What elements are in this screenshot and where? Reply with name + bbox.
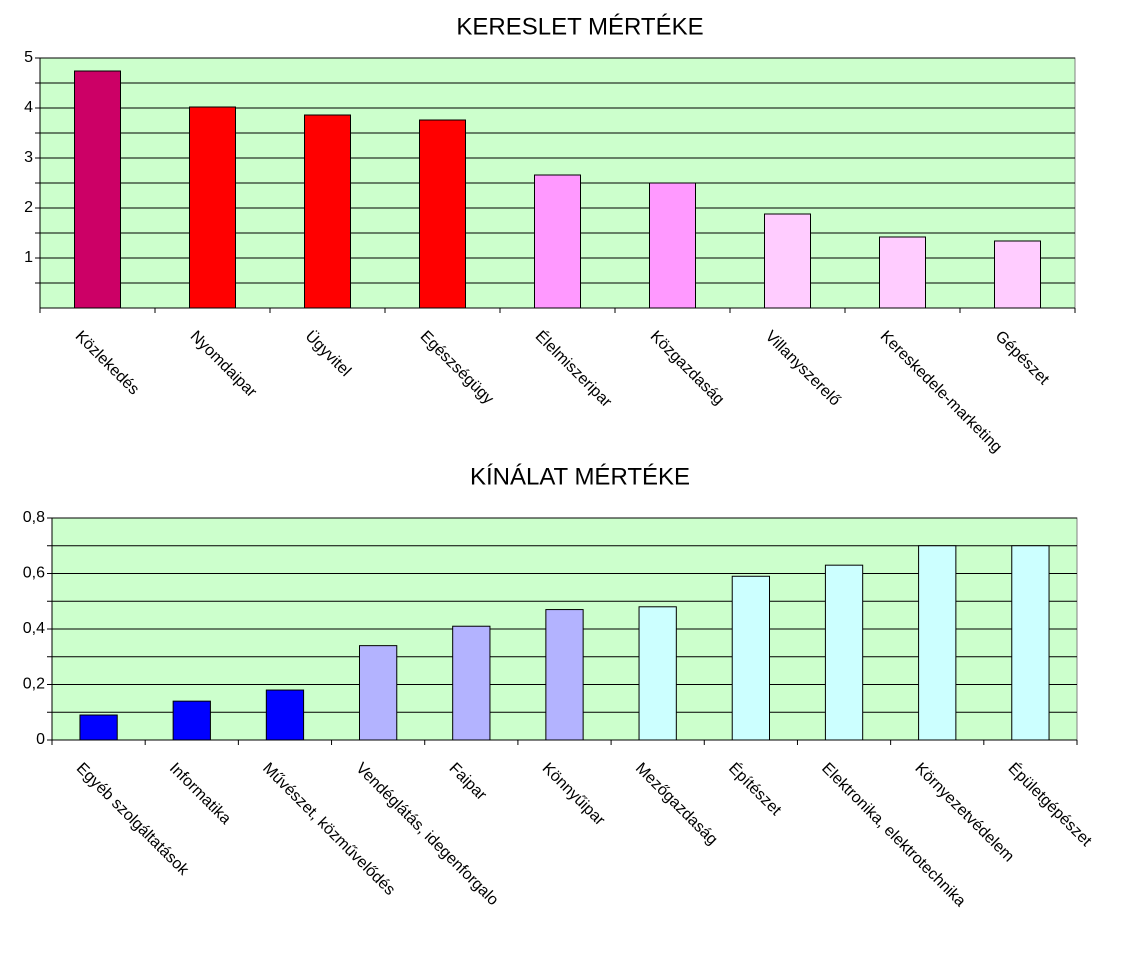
bar — [1011, 545, 1050, 741]
bar — [649, 182, 696, 309]
x-tick-label: Kereskedele-marketing — [877, 328, 1005, 456]
bar — [452, 625, 491, 741]
x-tick-label: Villanyszerelő — [762, 328, 844, 410]
x-tick-label: Közgazdaság — [647, 328, 728, 409]
y-tick-label: 3 — [24, 149, 33, 166]
x-tick-label: Egészségügy — [417, 328, 497, 408]
bar — [731, 575, 771, 741]
bar — [994, 240, 1041, 309]
x-tick-label: Ügyvitel — [302, 327, 355, 380]
y-tick-label: 4 — [24, 99, 33, 116]
x-tick-label: Könnyűipar — [539, 760, 609, 830]
bar — [638, 606, 677, 741]
x-tick-label: Élelmiszeripar — [532, 326, 617, 411]
x-tick-label: Közlekedés — [72, 328, 143, 399]
y-tick-label: 0,8 — [23, 509, 45, 526]
bar — [304, 114, 351, 309]
bar — [824, 564, 864, 741]
bar — [265, 689, 305, 741]
x-tick-label: Környezetvédelem — [911, 760, 1017, 866]
y-tick-label: 5 — [24, 49, 33, 66]
x-tick-label: Mezőgazdaság — [632, 760, 721, 849]
x-tick-label: Építészet — [725, 758, 786, 819]
bar — [764, 213, 811, 309]
chart-title: KERESLET MÉRTÉKE — [456, 13, 703, 40]
y-tick-label: 0,2 — [23, 676, 45, 693]
x-tick-label: Faipar — [445, 760, 490, 805]
bar — [419, 119, 466, 309]
y-tick-label: 0,6 — [23, 565, 45, 582]
y-tick-label: 0 — [36, 731, 45, 748]
bar — [534, 174, 581, 309]
y-tick-label: 2 — [24, 199, 33, 216]
y-tick-label: 1 — [24, 249, 33, 266]
x-tick-label: Épületgépészet — [1005, 758, 1097, 850]
bar — [172, 700, 211, 741]
bar — [918, 545, 957, 741]
x-tick-label: Informatika — [166, 760, 234, 828]
y-tick-label: 0,4 — [23, 620, 45, 637]
bar — [359, 645, 398, 741]
bar — [189, 106, 236, 309]
bar — [74, 70, 121, 309]
bar — [879, 236, 926, 309]
bar — [79, 714, 118, 741]
chart-title: KÍNÁLAT MÉRTÉKE — [470, 463, 690, 490]
x-tick-label: Gépészet — [992, 328, 1053, 389]
x-tick-label: Nyomdaipar — [187, 328, 261, 402]
bar — [545, 609, 584, 741]
